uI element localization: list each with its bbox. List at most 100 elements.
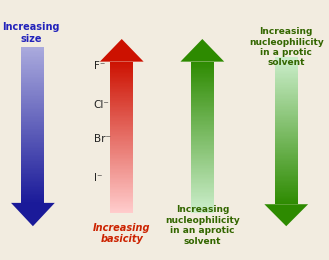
Polygon shape — [191, 168, 214, 169]
Polygon shape — [110, 100, 133, 101]
Polygon shape — [275, 129, 298, 131]
Polygon shape — [110, 212, 133, 213]
Polygon shape — [21, 169, 44, 170]
Polygon shape — [21, 146, 44, 147]
Polygon shape — [191, 122, 214, 123]
Polygon shape — [21, 122, 44, 123]
Polygon shape — [191, 153, 214, 154]
Polygon shape — [110, 199, 133, 200]
Polygon shape — [275, 134, 298, 136]
Polygon shape — [21, 134, 44, 135]
Polygon shape — [191, 189, 214, 191]
Polygon shape — [191, 179, 214, 180]
Polygon shape — [275, 166, 298, 167]
Polygon shape — [191, 161, 214, 163]
Polygon shape — [275, 186, 298, 187]
Polygon shape — [100, 39, 143, 62]
Polygon shape — [191, 178, 214, 179]
Polygon shape — [275, 58, 298, 60]
Polygon shape — [191, 88, 214, 89]
Polygon shape — [191, 140, 214, 141]
Polygon shape — [275, 177, 298, 179]
Polygon shape — [21, 129, 44, 130]
Polygon shape — [21, 186, 44, 187]
Polygon shape — [21, 116, 44, 117]
Polygon shape — [21, 101, 44, 103]
Polygon shape — [21, 90, 44, 91]
Text: I⁻: I⁻ — [94, 173, 102, 183]
Polygon shape — [21, 191, 44, 192]
Polygon shape — [21, 95, 44, 96]
Polygon shape — [191, 70, 214, 72]
Polygon shape — [21, 94, 44, 95]
Polygon shape — [21, 96, 44, 98]
Polygon shape — [110, 183, 133, 184]
Polygon shape — [110, 74, 133, 76]
Text: Increasing
size: Increasing size — [3, 22, 60, 44]
Polygon shape — [191, 192, 214, 193]
Polygon shape — [275, 188, 298, 190]
Polygon shape — [191, 105, 214, 106]
Polygon shape — [191, 193, 214, 194]
Polygon shape — [191, 211, 214, 212]
Polygon shape — [191, 62, 214, 63]
Polygon shape — [110, 141, 133, 142]
Polygon shape — [191, 188, 214, 189]
Polygon shape — [275, 88, 298, 89]
Polygon shape — [275, 203, 298, 204]
Polygon shape — [21, 185, 44, 186]
Polygon shape — [191, 208, 214, 209]
Polygon shape — [110, 196, 133, 197]
Polygon shape — [110, 144, 133, 145]
Polygon shape — [21, 83, 44, 84]
Polygon shape — [191, 146, 214, 147]
Polygon shape — [110, 113, 133, 115]
Polygon shape — [110, 126, 133, 127]
Polygon shape — [110, 120, 133, 121]
Polygon shape — [275, 109, 298, 110]
Polygon shape — [21, 160, 44, 161]
Polygon shape — [21, 142, 44, 143]
Polygon shape — [110, 103, 133, 105]
Polygon shape — [275, 128, 298, 129]
Polygon shape — [191, 91, 214, 92]
Polygon shape — [110, 79, 133, 81]
Polygon shape — [110, 155, 133, 156]
Polygon shape — [110, 106, 133, 107]
Polygon shape — [191, 76, 214, 77]
Polygon shape — [21, 124, 44, 125]
Polygon shape — [110, 88, 133, 89]
Polygon shape — [110, 73, 133, 74]
Polygon shape — [110, 206, 133, 207]
Polygon shape — [275, 106, 298, 107]
Polygon shape — [110, 78, 133, 79]
Polygon shape — [110, 92, 133, 93]
Polygon shape — [275, 169, 298, 170]
Polygon shape — [275, 105, 298, 106]
Polygon shape — [275, 171, 298, 172]
Polygon shape — [21, 60, 44, 61]
Polygon shape — [110, 101, 133, 102]
Polygon shape — [21, 170, 44, 172]
Polygon shape — [191, 139, 214, 140]
Polygon shape — [191, 134, 214, 135]
Polygon shape — [191, 92, 214, 93]
Polygon shape — [191, 198, 214, 199]
Polygon shape — [110, 165, 133, 166]
Polygon shape — [21, 165, 44, 166]
Polygon shape — [191, 131, 214, 132]
Polygon shape — [191, 141, 214, 142]
Polygon shape — [21, 139, 44, 140]
Polygon shape — [275, 115, 298, 116]
Polygon shape — [191, 94, 214, 96]
Polygon shape — [110, 188, 133, 189]
Polygon shape — [110, 166, 133, 168]
Text: Increasing
nucleophilicity
in an aprotic
solvent: Increasing nucleophilicity in an aprotic… — [165, 205, 240, 246]
Polygon shape — [191, 135, 214, 136]
Polygon shape — [191, 156, 214, 158]
Polygon shape — [191, 106, 214, 107]
Polygon shape — [21, 181, 44, 182]
Polygon shape — [21, 118, 44, 120]
Polygon shape — [191, 103, 214, 105]
Polygon shape — [275, 127, 298, 128]
